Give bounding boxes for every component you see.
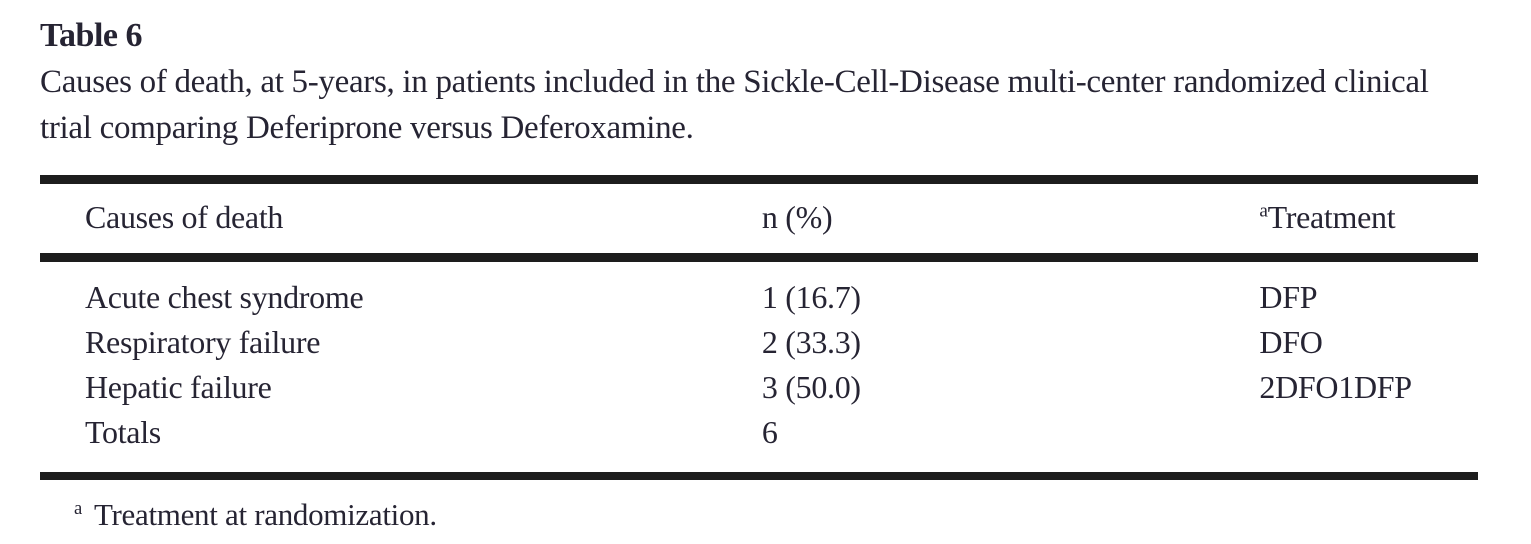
column-header-treatment-label: Treatment	[1267, 199, 1396, 235]
column-header-n-percent: n (%)	[761, 179, 1260, 262]
cause-cell: Hepatic failure	[85, 369, 272, 405]
treatment-footnote-marker: a	[1259, 200, 1268, 222]
table-header-row: Causes of death n (%) aTreatment	[40, 179, 1478, 262]
footnote-text: Treatment at randomization.	[93, 497, 437, 532]
treatment-cell	[1259, 410, 1478, 476]
column-header-treatment: aTreatment	[1259, 179, 1478, 262]
table-caption: Causes of death, at 5-years, in patients…	[40, 64, 1429, 146]
table-row: Hepatic failure 3 (50.0) 2DFO1DFP	[40, 365, 1478, 410]
n-percent-cell: 6	[761, 414, 778, 450]
column-header-causes-of-death: Causes of death	[40, 179, 762, 262]
cause-cell: Respiratory failure	[85, 324, 321, 360]
n-percent-cell: 1 (16.7)	[761, 279, 861, 315]
causes-of-death-table: Causes of death n (%) aTreatment Acute c…	[40, 175, 1478, 480]
table-row: Respiratory failure 2 (33.3) DFO	[40, 320, 1478, 365]
table-row: Totals 6	[40, 410, 1478, 476]
table-label: Table 6	[40, 17, 143, 54]
treatment-cell: 2DFO1DFP	[1259, 369, 1412, 405]
treatment-cell: DFO	[1259, 324, 1323, 360]
treatment-cell: DFP	[1259, 279, 1318, 315]
n-percent-cell: 2 (33.3)	[761, 324, 861, 360]
cause-cell: Totals	[85, 414, 161, 450]
cause-cell: Acute chest syndrome	[85, 279, 364, 315]
n-percent-cell: 3 (50.0)	[761, 369, 861, 405]
table-block: Table 6 Causes of death, at 5-years, in …	[40, 14, 1478, 535]
table-footnote: a Treatment at randomization.	[40, 495, 1478, 535]
footnote-marker: a	[74, 497, 82, 519]
table-row: Acute chest syndrome 1 (16.7) DFP	[40, 258, 1478, 321]
